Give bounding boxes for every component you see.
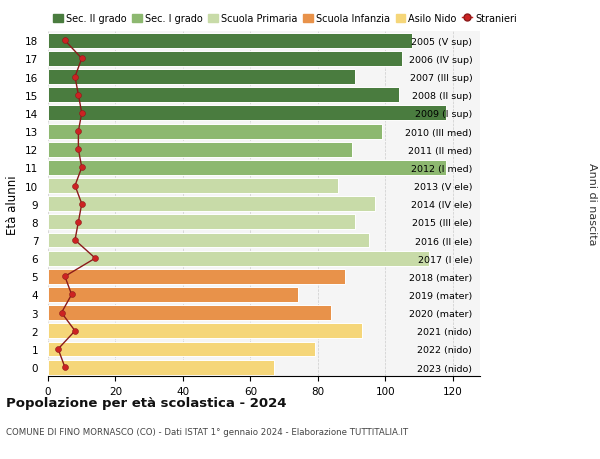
- Bar: [48, 142, 352, 157]
- Bar: [48, 287, 298, 302]
- Bar: [48, 124, 382, 139]
- Point: [74, 128, 83, 135]
- Bar: [48, 161, 446, 175]
- Point: [70, 183, 80, 190]
- Point: [91, 255, 100, 262]
- Point: [56, 309, 67, 317]
- Point: [60, 38, 70, 45]
- Point: [77, 201, 86, 208]
- Point: [60, 364, 70, 371]
- Bar: [48, 88, 399, 103]
- Bar: [48, 233, 368, 248]
- Point: [53, 346, 63, 353]
- Bar: [48, 306, 331, 320]
- Bar: [48, 70, 355, 85]
- Bar: [48, 342, 314, 357]
- Text: Anni di nascita: Anni di nascita: [587, 163, 597, 246]
- Text: Popolazione per età scolastica - 2024: Popolazione per età scolastica - 2024: [6, 396, 287, 409]
- Bar: [48, 269, 345, 284]
- Bar: [48, 251, 430, 266]
- Bar: [48, 34, 413, 49]
- Point: [70, 74, 80, 81]
- Text: COMUNE DI FINO MORNASCO (CO) - Dati ISTAT 1° gennaio 2024 - Elaborazione TUTTITA: COMUNE DI FINO MORNASCO (CO) - Dati ISTA…: [6, 427, 408, 436]
- Bar: [48, 52, 403, 67]
- Point: [74, 218, 83, 226]
- Point: [77, 56, 86, 63]
- Point: [60, 273, 70, 280]
- Legend: Sec. II grado, Sec. I grado, Scuola Primaria, Scuola Infanzia, Asilo Nido, Stran: Sec. II grado, Sec. I grado, Scuola Prim…: [53, 14, 517, 24]
- Point: [67, 291, 76, 298]
- Point: [77, 164, 86, 172]
- Point: [74, 92, 83, 99]
- Bar: [48, 215, 355, 230]
- Y-axis label: Età alunni: Età alunni: [7, 174, 19, 234]
- Point: [70, 327, 80, 335]
- Point: [70, 237, 80, 244]
- Bar: [48, 197, 376, 212]
- Point: [77, 110, 86, 118]
- Point: [74, 146, 83, 154]
- Bar: [48, 179, 338, 194]
- Bar: [48, 360, 274, 375]
- Bar: [48, 324, 362, 339]
- Bar: [48, 106, 446, 121]
